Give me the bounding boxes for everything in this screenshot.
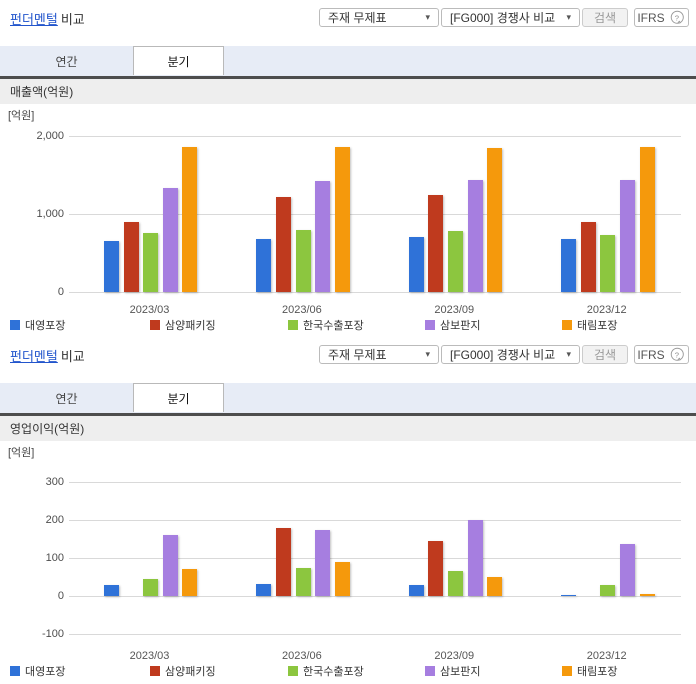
svg-text:?: ?: [674, 350, 678, 359]
svg-text:?: ?: [674, 13, 678, 22]
